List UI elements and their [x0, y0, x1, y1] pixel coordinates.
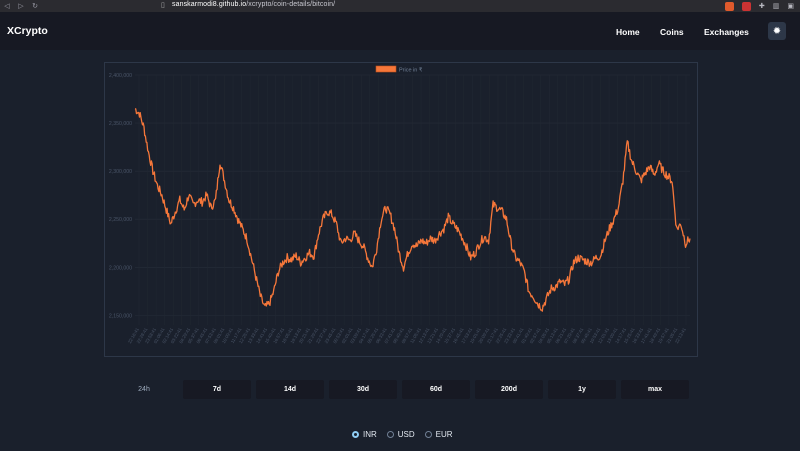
range-30d-button[interactable]: 30d	[329, 380, 397, 399]
brave-shield-icon[interactable]	[724, 1, 734, 11]
sun-icon: ✹	[772, 25, 782, 37]
legend-swatch	[375, 65, 397, 73]
currency-label-eur: EUR	[435, 430, 453, 439]
browser-toolbar: ◁ ▷ ↻ ▯ sanskarmodi8.github.io/xcrypto/c…	[0, 0, 800, 12]
sidebar-icon[interactable]: ▥	[772, 3, 780, 10]
extensions-icon[interactable]: ✚	[758, 3, 765, 10]
rewards-icon[interactable]	[741, 1, 751, 11]
app-header: XCrypto Home Coins Exchanges ✹	[0, 12, 800, 50]
range-1y-button[interactable]: 1y	[548, 380, 616, 399]
currency-option-eur[interactable]: EUR	[424, 430, 453, 439]
currency-option-inr[interactable]: INR	[352, 430, 377, 439]
address-bar[interactable]: sanskarmodi8.github.io/xcrypto/coin-deta…	[172, 1, 335, 8]
range-24h-button[interactable]: 24h	[110, 380, 178, 399]
y-tick-label: 2,300,000	[109, 169, 132, 175]
y-tick-label: 2,200,000	[109, 265, 132, 271]
url-path: /xcrypto/coin-details/bitcoin/	[246, 1, 336, 8]
time-range-selector: 24h 7d 14d 30d 60d 200d 1y max	[110, 380, 690, 399]
bookmark-icon[interactable]: ▯	[161, 2, 165, 9]
radio-eur[interactable]	[424, 431, 432, 438]
url-host: sanskarmodi8.github.io	[172, 1, 247, 8]
nav-coins[interactable]: Coins	[660, 27, 684, 37]
y-tick-label: 2,400,000	[109, 73, 132, 79]
legend-label: Price in ₹	[399, 67, 423, 74]
price-chart: 2,400,000 2,350,000 2,300,000 2,250,000 2,20…	[104, 62, 698, 357]
price-line	[134, 108, 691, 312]
radio-usd[interactable]	[386, 431, 394, 438]
y-tick-label: 2,350,000	[109, 121, 132, 127]
y-tick-label: 2,250,000	[109, 217, 132, 223]
price-chart-svg: 2,400,000 2,350,000 2,300,000 2,250,000 2,20…	[109, 65, 691, 344]
back-icon[interactable]: ◁	[4, 3, 10, 10]
reload-icon[interactable]: ↻	[32, 3, 38, 10]
range-14d-button[interactable]: 14d	[256, 380, 324, 399]
range-7d-button[interactable]: 7d	[183, 380, 251, 399]
nav-home[interactable]: Home	[616, 27, 640, 37]
brand-logo[interactable]: XCrypto	[7, 25, 48, 37]
wallet-icon[interactable]: ▣	[787, 3, 794, 10]
range-max-button[interactable]: max	[621, 380, 689, 399]
nav-exchanges[interactable]: Exchanges	[704, 27, 749, 37]
currency-radio-group: INR USD EUR	[352, 430, 463, 439]
forward-icon[interactable]: ▷	[18, 3, 24, 10]
radio-inr[interactable]	[352, 431, 359, 438]
range-200d-button[interactable]: 200d	[475, 380, 543, 399]
y-tick-label: 2,150,000	[109, 313, 132, 319]
currency-label-usd: USD	[397, 430, 415, 439]
currency-label-inr: INR	[363, 430, 377, 439]
range-60d-button[interactable]: 60d	[402, 380, 470, 399]
theme-toggle-button[interactable]: ✹	[768, 22, 786, 40]
currency-option-usd[interactable]: USD	[386, 430, 415, 439]
